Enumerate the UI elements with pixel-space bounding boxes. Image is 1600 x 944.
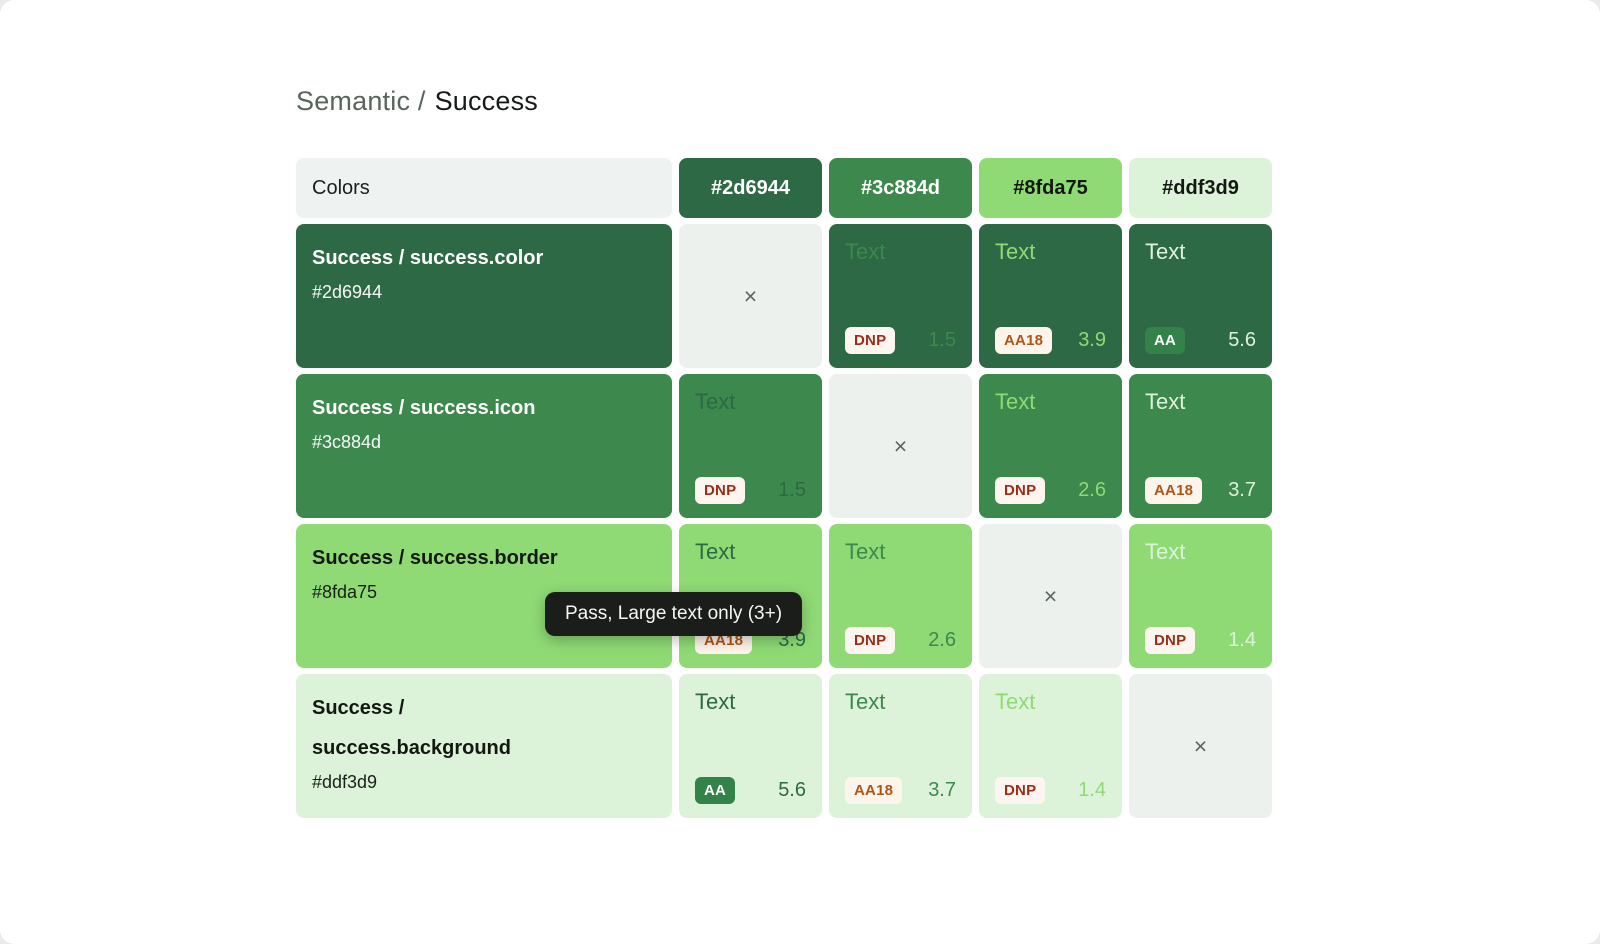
contrast-ratio: 2.6 [1078, 479, 1106, 501]
contrast-ratio: 3.7 [928, 779, 956, 801]
row-label-title: Success / success.icon [312, 397, 536, 419]
diagonal-cell: × [829, 374, 972, 518]
sample-text: Text [695, 689, 736, 714]
contrast-ratio: 5.6 [1228, 329, 1256, 351]
x-mark-icon: × [893, 432, 908, 459]
cell-result-row: DNP 1.4 [995, 777, 1106, 804]
row-label-cell: Success / success.color #2d6944 [296, 224, 672, 368]
diagonal-cell: × [679, 224, 822, 368]
contrast-ratio: 2.6 [928, 629, 956, 651]
rating-badge[interactable]: AA [1145, 327, 1186, 354]
cell-result-row: DNP 1.5 [695, 477, 806, 504]
contrast-ratio: 5.6 [778, 779, 806, 801]
cell-result-row: DNP 1.5 [845, 327, 956, 354]
rating-badge[interactable]: AA18 [845, 777, 903, 804]
sample-text: Text [995, 389, 1036, 414]
sample-text: Text [1145, 539, 1186, 564]
contrast-ratio: 3.7 [1228, 479, 1256, 501]
content-area: Semantic / Success Colors #2d6944 #3c884d #8… [296, 84, 1272, 818]
row-label-title: Success / success.border [312, 547, 558, 569]
sample-text: Text [995, 689, 1036, 714]
contrast-ratio: 1.4 [1078, 779, 1106, 801]
page-title-name: Success [434, 86, 539, 116]
matrix-cell[interactable]: Text AA18 3.7 [1129, 374, 1272, 518]
cell-result-row: DNP 2.6 [995, 477, 1106, 504]
contrast-ratio: 1.4 [1228, 629, 1256, 651]
row-label-hex: #3c884d [312, 432, 382, 452]
cell-result-row: AA18 3.9 [995, 327, 1106, 354]
x-mark-icon: × [743, 282, 758, 309]
matrix-cell[interactable]: Text AA18 3.9 [979, 224, 1122, 368]
row-label-hex: #ddf3d9 [312, 772, 378, 792]
diagonal-cell: × [1129, 674, 1272, 818]
matrix-cell[interactable]: Text DNP 1.5 [829, 224, 972, 368]
row-label-cell: Success / success.icon #3c884d [296, 374, 672, 518]
cell-result-row: DNP 1.4 [1145, 627, 1256, 654]
contrast-ratio: 3.9 [1078, 329, 1106, 351]
sample-text: Text [995, 239, 1036, 264]
row-label-hex: #2d6944 [312, 282, 383, 302]
cell-result-row: AA18 3.7 [1145, 477, 1256, 504]
page-title-group: Semantic / [296, 86, 426, 116]
matrix-cell[interactable]: Text DNP 1.5 [679, 374, 822, 518]
sample-text: Text [845, 239, 886, 264]
tooltip: Pass, Large text only (3+) [545, 592, 803, 636]
rating-badge[interactable]: AA18 [995, 327, 1053, 354]
matrix-cell[interactable]: Text DNP 2.6 [979, 374, 1122, 518]
row-label-title: Success / success.color [312, 247, 544, 269]
column-header-swatch: #2d6944 [679, 158, 822, 218]
sample-text: Text [845, 539, 886, 564]
rating-badge[interactable]: DNP [845, 327, 896, 354]
matrix-cell[interactable]: Text DNP 2.6 [829, 524, 972, 668]
cell-result-row: DNP 2.6 [845, 627, 956, 654]
sample-text: Text [695, 389, 736, 414]
row-label-cell: Success / success.background #ddf3d9 [296, 674, 672, 818]
column-header-swatch: #3c884d [829, 158, 972, 218]
sample-text: Text [695, 539, 736, 564]
sample-text: Text [845, 689, 886, 714]
row-label-hex: #8fda75 [312, 582, 378, 602]
sample-text: Text [1145, 239, 1186, 264]
rating-badge[interactable]: DNP [995, 477, 1046, 504]
contrast-matrix: Colors #2d6944 #3c884d #8fda75 #ddf3d9 Succes… [296, 158, 1272, 818]
rating-badge[interactable]: DNP [1145, 627, 1196, 654]
matrix-cell[interactable]: Text DNP 1.4 [979, 674, 1122, 818]
rating-badge[interactable]: DNP [695, 477, 746, 504]
corner-header-cell: Colors [296, 158, 672, 218]
rating-badge[interactable]: DNP [845, 627, 896, 654]
matrix-cell[interactable]: Text AA 5.6 [1129, 224, 1272, 368]
matrix-cell[interactable]: Text AA18 3.7 [829, 674, 972, 818]
cell-result-row: AA18 3.7 [845, 777, 956, 804]
page-title: Semantic / Success [296, 84, 1272, 118]
diagonal-cell: × [979, 524, 1122, 668]
rating-badge[interactable]: AA [695, 777, 736, 804]
rating-badge[interactable]: AA18 [1145, 477, 1203, 504]
column-header-swatch: #ddf3d9 [1129, 158, 1272, 218]
sample-text: Text [1145, 389, 1186, 414]
rating-badge[interactable]: DNP [995, 777, 1046, 804]
cell-result-row: AA 5.6 [1145, 327, 1256, 354]
contrast-ratio: 1.5 [778, 479, 806, 501]
column-header-swatch: #8fda75 [979, 158, 1122, 218]
contrast-ratio: 1.5 [928, 329, 956, 351]
x-mark-icon: × [1193, 732, 1208, 759]
matrix-cell[interactable]: Text DNP 1.4 [1129, 524, 1272, 668]
cell-result-row: AA 5.6 [695, 777, 806, 804]
row-label-title: Success / success.background [312, 697, 511, 759]
x-mark-icon: × [1043, 582, 1058, 609]
tooltip-text: Pass, Large text only (3+) [565, 603, 783, 624]
matrix-cell[interactable]: Text AA 5.6 [679, 674, 822, 818]
